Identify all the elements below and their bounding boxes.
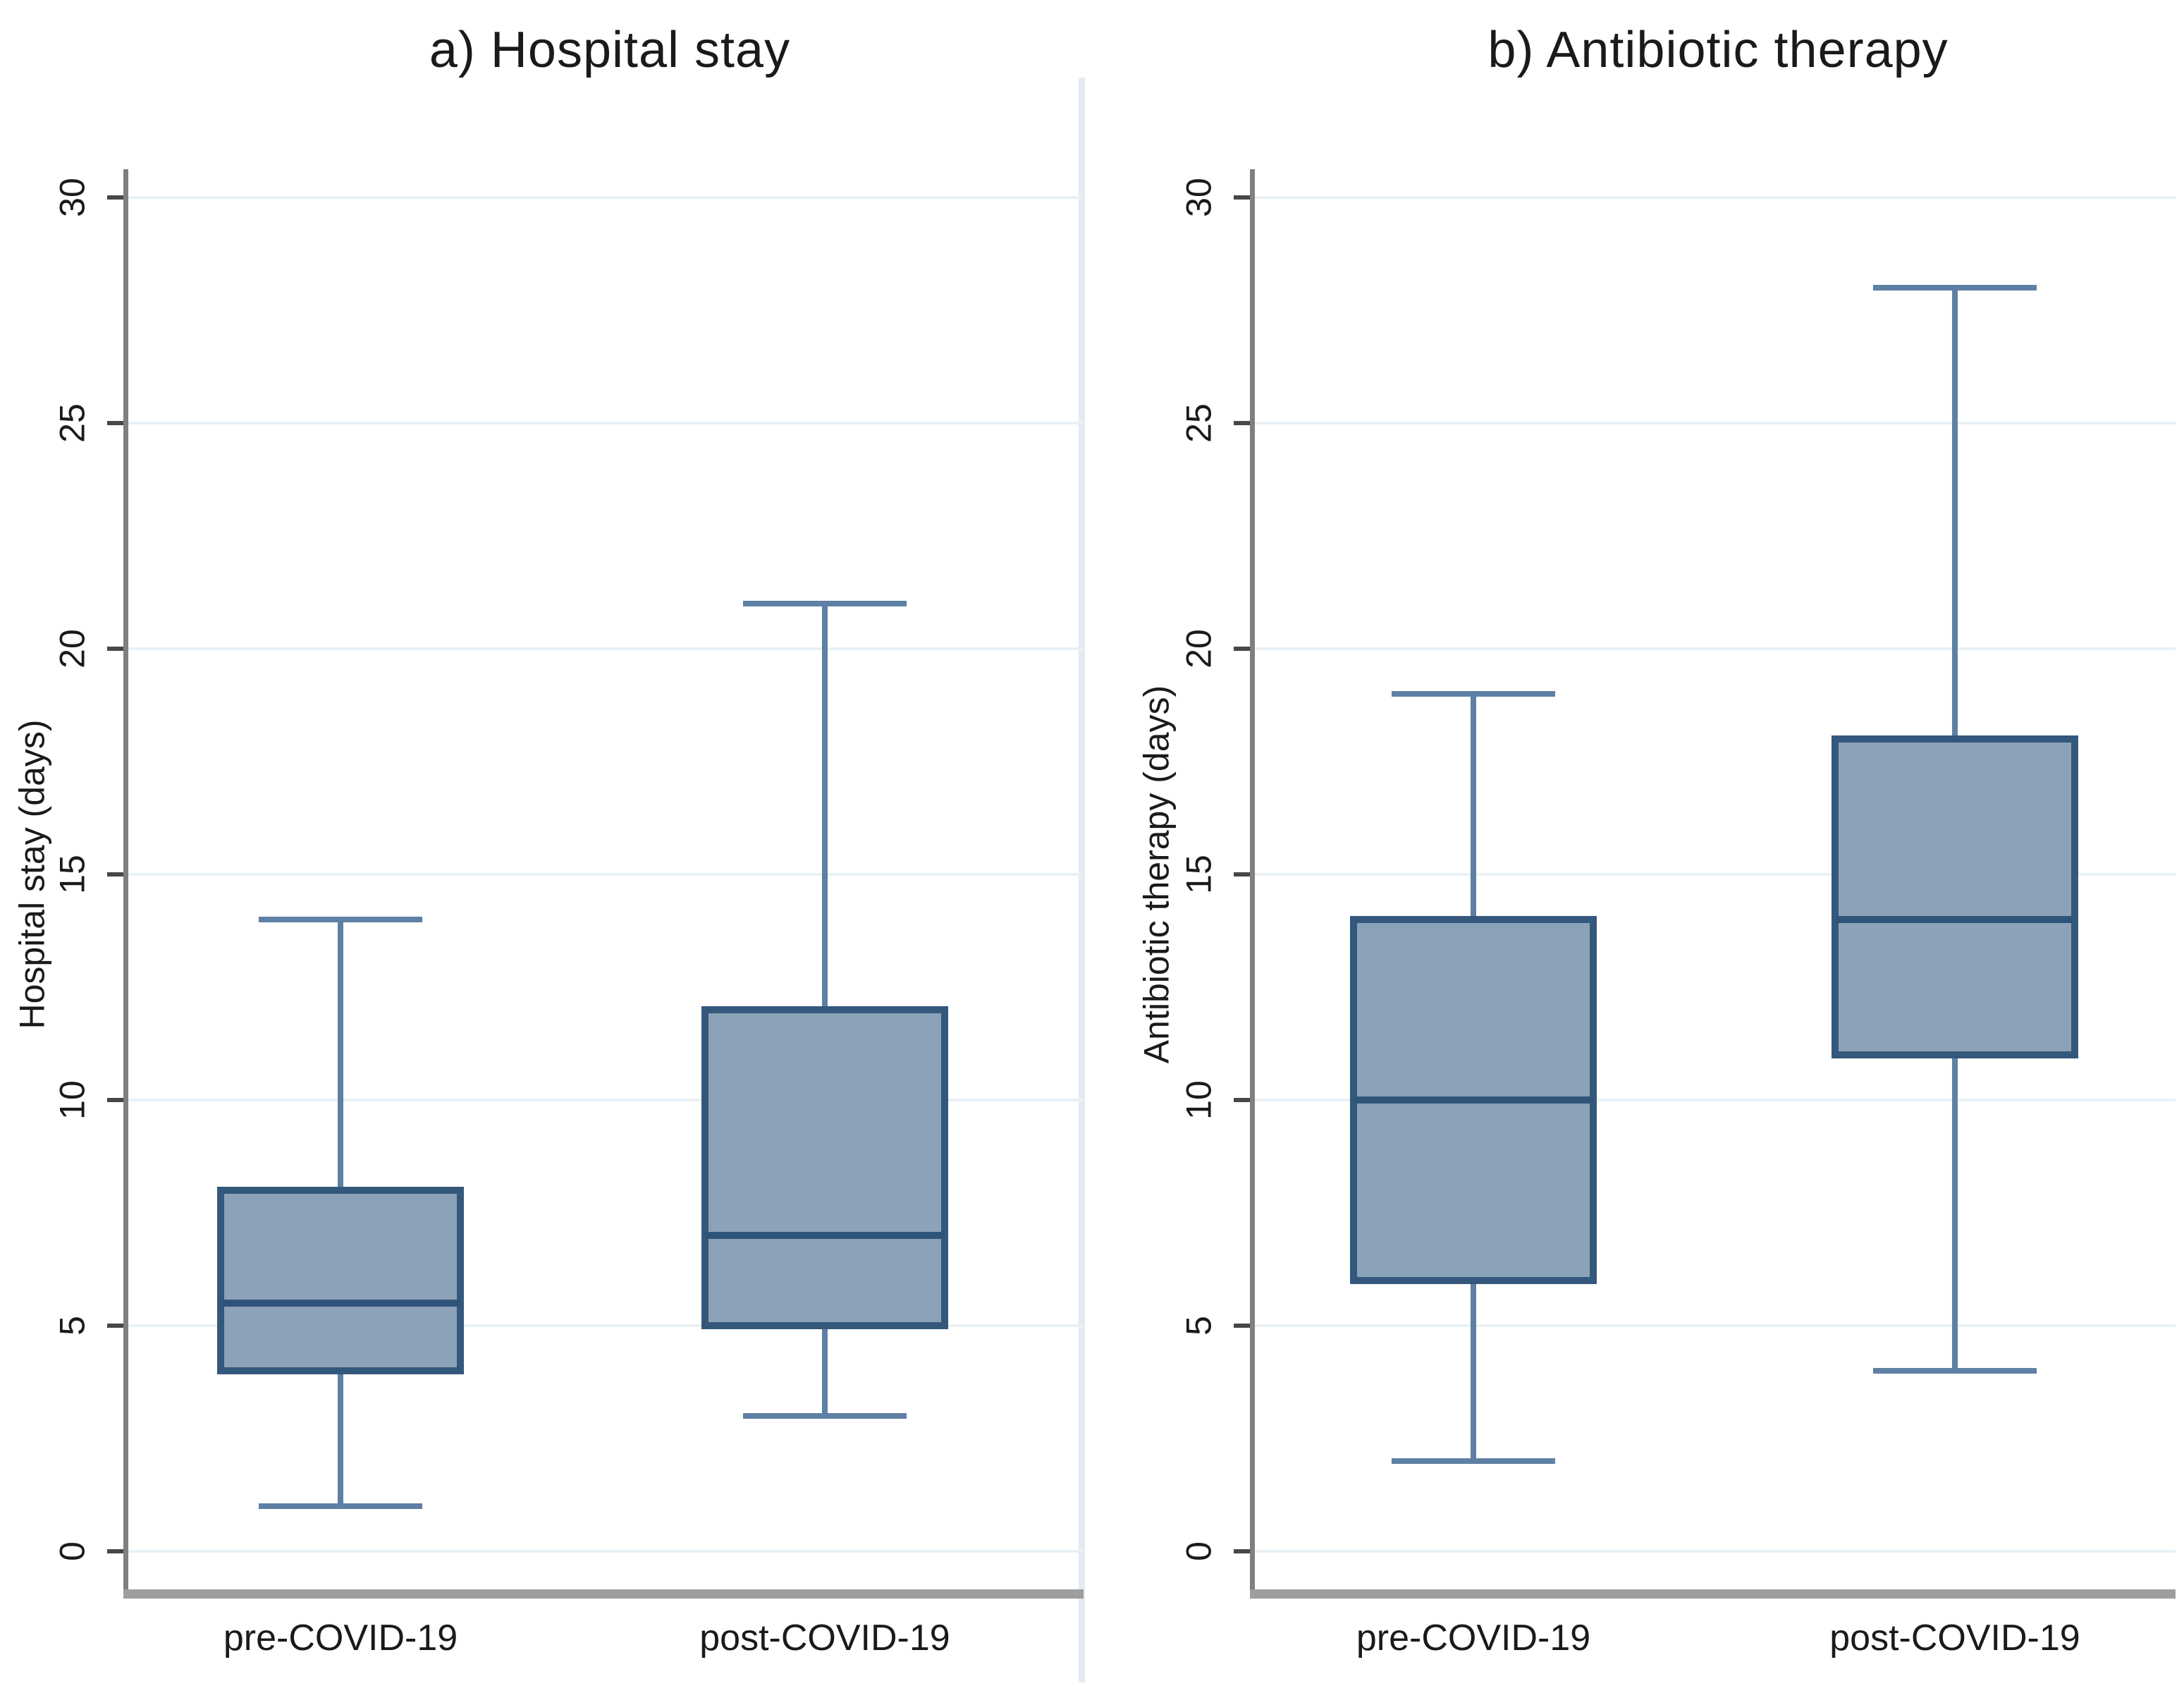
y-tick-label-5: 5 (53, 1316, 92, 1336)
y-tick-label-20: 20 (53, 629, 92, 668)
boxplot-post-COVID-19 (1832, 285, 2078, 1374)
y-tick-label-5: 5 (1179, 1316, 1219, 1336)
panel-b-plot: 0 5 10 15 20 25 30 pre-COVID-19 post-COVID-19 (1179, 169, 2176, 1658)
iqr-box (217, 1187, 464, 1374)
y-tick-label-25: 25 (53, 403, 92, 443)
iqr-box (701, 1006, 948, 1329)
y-tick-label-30: 30 (1179, 178, 1219, 217)
panel-a-y-axis-title: Hospital stay (days) (13, 719, 52, 1029)
y-axis-line (123, 169, 128, 1589)
boxplot-post-COVID-19 (701, 601, 948, 1419)
y-tick-label-10: 10 (53, 1080, 92, 1120)
y-tick-label-10: 10 (1179, 1080, 1219, 1120)
iqr-box (1832, 735, 2078, 1058)
x-axis-line (1250, 1589, 2176, 1599)
panel-divider (1079, 78, 1085, 1682)
x-category-label: pre-COVID-19 (1356, 1618, 1590, 1658)
panel-a-title: a) Hospital stay (429, 22, 790, 78)
panel-b-y-axis-title: Antibiotic therapy (days) (1137, 685, 1177, 1063)
x-category-label: post-COVID-19 (699, 1618, 950, 1658)
y-tick-label-15: 15 (53, 855, 92, 894)
y-tick-label-30: 30 (53, 178, 92, 217)
y-tick-label-15: 15 (1179, 855, 1219, 894)
boxplot-pre-COVID-19 (1350, 691, 1597, 1464)
y-tick-label-20: 20 (1179, 629, 1219, 668)
panel-a-plot: 0 5 10 15 20 25 30 pre-COVID-19 post-COVID-19 (53, 169, 1084, 1658)
boxplot-pre-COVID-19 (217, 917, 464, 1509)
x-category-label: pre-COVID-19 (223, 1618, 458, 1658)
y-axis-line (1250, 169, 1255, 1589)
x-axis-line (123, 1589, 1084, 1599)
y-tick-label-25: 25 (1179, 403, 1219, 443)
y-tick-label-0: 0 (53, 1541, 92, 1561)
x-category-label: post-COVID-19 (1829, 1618, 2080, 1658)
y-tick-label-0: 0 (1179, 1541, 1219, 1561)
panel-b-title: b) Antibiotic therapy (1487, 22, 1948, 78)
